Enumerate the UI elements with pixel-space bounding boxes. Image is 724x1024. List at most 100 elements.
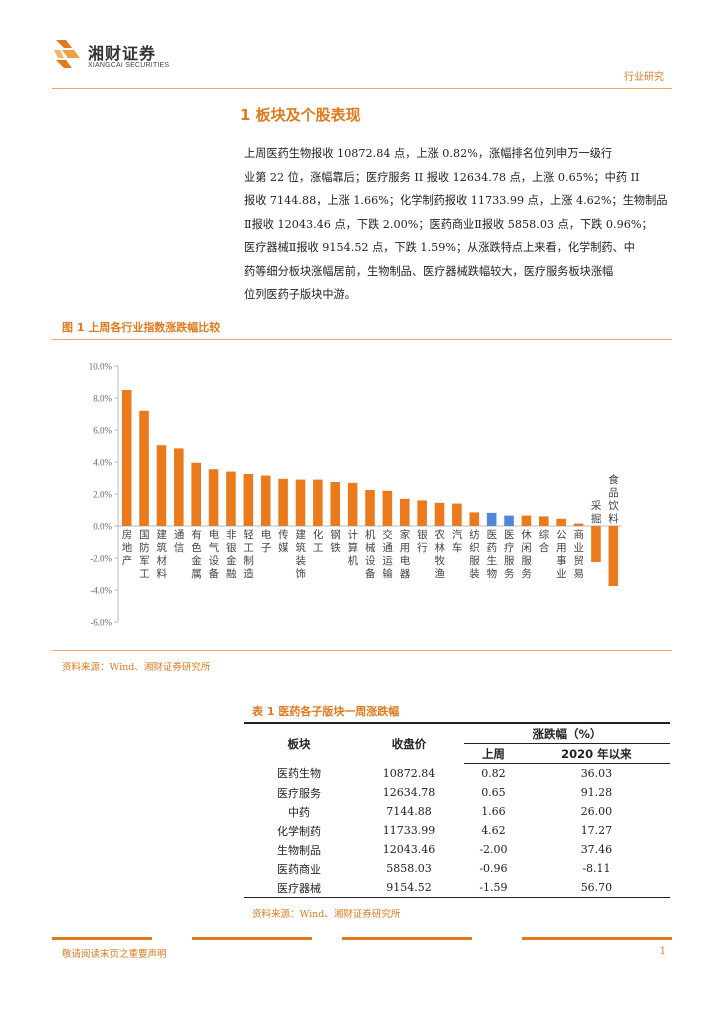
table-cell: 化学制药 <box>277 824 321 838</box>
x-tick-label: 电气设备 <box>209 528 220 580</box>
table-row: 化学制药 11733.99 4.62 17.27 <box>244 821 670 840</box>
y-tick-label: 4.0% <box>93 458 112 468</box>
x-tick-label: 食品饮料 <box>608 473 619 525</box>
x-tick-label: 计算机 <box>348 528 359 567</box>
y-tick-label: 2.0% <box>93 490 112 500</box>
bar <box>417 500 427 526</box>
table-cell: 医药商业 <box>277 862 321 876</box>
bar <box>278 478 288 526</box>
sector-change-table: 板块 收盘价 涨跌幅（%） 上周 2020 年以来 医药生物 10872.84 0.… <box>244 722 670 898</box>
header-ytd: 2020 年以来 <box>522 743 670 764</box>
x-tick-label: 采掘 <box>591 500 602 525</box>
table-row: 生物制品 12043.46 -2.00 37.46 <box>244 840 670 859</box>
x-tick-label: 汽车 <box>452 528 463 554</box>
table-row: 医疗服务 12634.78 0.65 91.28 <box>244 783 670 802</box>
table-cell: -8.11 <box>582 862 611 875</box>
table-cell: 4.62 <box>481 824 506 837</box>
x-tick-label: 建筑装饰 <box>295 528 306 580</box>
table-cell: 5858.03 <box>386 862 432 875</box>
bar <box>243 474 254 526</box>
brand-name-en: XIANGCAI SECURITIES <box>88 62 170 69</box>
table-cell: 26.00 <box>580 805 613 818</box>
y-tick-label: -2.0% <box>90 554 112 564</box>
paragraph-line: Ⅱ报收 12043.46 点，下跌 2.00%；医药商业Ⅱ报收 5858.03 … <box>244 217 653 231</box>
page-number: 1 <box>659 946 666 957</box>
section-title: 1 板块及个股表现 <box>240 106 361 124</box>
table-cell: 10872.84 <box>382 766 436 780</box>
header-divider <box>52 88 672 89</box>
table-cell: 12634.78 <box>382 786 436 799</box>
y-tick-label: -4.0% <box>90 586 112 596</box>
table-row: 医药商业 5858.03 -0.96 -8.11 <box>244 859 670 878</box>
bar <box>313 479 323 526</box>
table-cell: 生物制品 <box>277 843 321 857</box>
table-cell: 11733.99 <box>382 824 436 837</box>
table-cell: 7144.88 <box>386 805 432 818</box>
table-cell: 0.65 <box>481 786 506 799</box>
bar <box>139 410 149 526</box>
y-tick-label: 6.0% <box>93 426 112 436</box>
bar <box>452 503 462 526</box>
x-tick-label: 医疗服务 <box>504 529 515 580</box>
bar <box>191 462 201 526</box>
table-row: 医药生物 10872.84 0.82 36.03 <box>244 764 670 784</box>
paragraph-line: 医疗器械Ⅱ报收 9154.52 点，下跌 1.59%；从涨跌特点上来看，化学制药… <box>244 241 635 254</box>
bar <box>539 516 549 526</box>
table-cell: 医药生物 <box>277 767 321 781</box>
bar <box>434 502 445 526</box>
x-tick-label: 纺织服装 <box>469 528 480 580</box>
bar <box>156 445 167 526</box>
paragraph-line: 上周医药生物报收 10872.84 点，上涨 0.82%，涨幅排名位列申万一级行 <box>244 147 613 160</box>
table-cell: -2.00 <box>479 843 508 856</box>
x-tick-label: 建筑材料 <box>156 528 167 580</box>
y-tick-label: 10.0% <box>89 362 113 372</box>
paragraph-line: 业第 22 位，涨幅靠后；医疗服务 II 报收 12634.78 点，上涨 0.… <box>244 170 640 184</box>
y-tick-label: 0.0% <box>93 522 112 532</box>
x-tick-label: 通信 <box>174 529 185 554</box>
x-tick-label: 综合 <box>539 528 550 554</box>
bar <box>486 512 497 526</box>
brand-name: 湘财证券 <box>88 44 157 63</box>
x-tick-label: 轻工制造 <box>243 528 254 580</box>
x-tick-label: 房地产 <box>122 528 133 567</box>
header-sector: 板块 <box>244 722 354 764</box>
table-cell: -0.96 <box>479 862 508 875</box>
table-cell: 12043.46 <box>382 843 436 856</box>
bar <box>330 482 341 526</box>
header-close: 收盘价 <box>354 722 464 764</box>
table-cell: 91.28 <box>580 786 613 799</box>
bar <box>469 512 480 526</box>
bar <box>504 515 514 526</box>
x-tick-label: 交通运输 <box>382 528 393 580</box>
x-tick-label: 化工 <box>313 528 324 554</box>
x-tick-label: 医药生物 <box>487 529 498 580</box>
x-tick-label: 家用电器 <box>400 528 411 580</box>
x-tick-label: 有色金属 <box>191 528 202 580</box>
y-tick-label: 8.0% <box>93 394 112 404</box>
bar <box>521 515 532 526</box>
bar <box>399 498 410 526</box>
table-cell: -1.59 <box>464 878 523 898</box>
figure-title: 图 1 上周各行业指数涨跌幅比较 <box>62 321 221 334</box>
bar <box>591 526 601 562</box>
bar <box>174 448 184 526</box>
bar <box>121 390 132 526</box>
brand-logo-icon <box>54 40 80 68</box>
x-tick-label: 商业贸易 <box>574 528 585 580</box>
table-cell: 36.03 <box>580 767 613 780</box>
x-tick-label: 钢铁 <box>330 528 341 554</box>
y-tick-label: -6.0% <box>90 618 112 628</box>
bar <box>382 490 393 526</box>
footer-disclaimer: 敬请阅读末页之重要声明 <box>62 949 167 960</box>
document-type: 行业研究 <box>624 72 664 83</box>
x-tick-label: 休闲服务 <box>521 529 532 580</box>
table-row: 医疗器械 9154.52 -1.59 56.70 <box>244 878 670 898</box>
paragraph-line: 报收 7144.88，上涨 1.66%；化学制药报收 11733.99 点，上涨… <box>244 194 668 207</box>
x-tick-label: 国防军工 <box>139 529 150 580</box>
x-tick-label: 公用事业 <box>556 529 567 580</box>
x-tick-label: 传媒 <box>278 529 289 554</box>
footer-divider <box>52 937 672 940</box>
x-tick-label: 非银金融 <box>226 529 237 580</box>
bar <box>260 475 271 526</box>
bar <box>573 523 584 526</box>
